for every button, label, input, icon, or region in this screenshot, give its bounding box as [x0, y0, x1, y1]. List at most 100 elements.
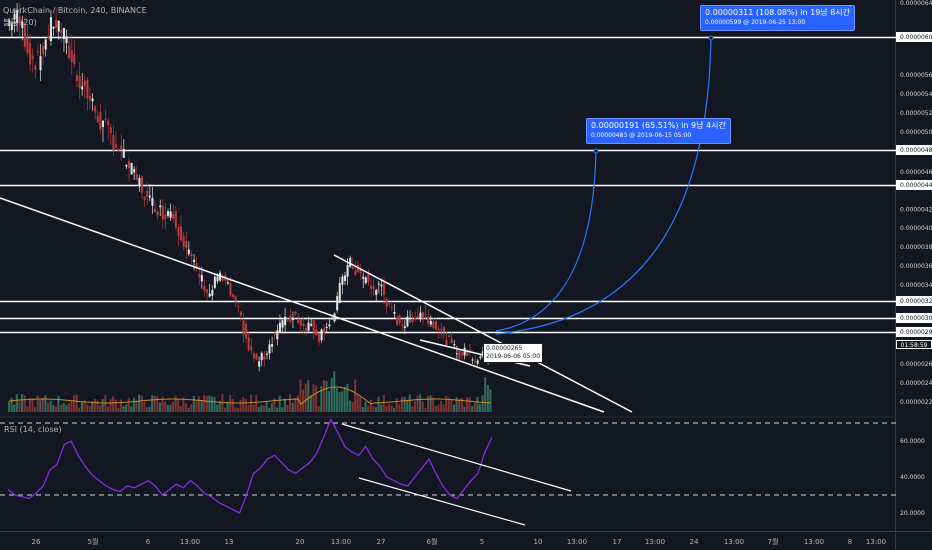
time-tick-14: 24	[690, 538, 699, 546]
rsi-indicator-label: RSI (14, close)	[4, 425, 62, 434]
trendline-wedge-upper[interactable]	[333, 254, 633, 413]
volume-bar	[174, 395, 177, 412]
candle-body	[153, 208, 157, 213]
candle-body	[474, 360, 477, 362]
time-tick-6: 13:00	[331, 538, 351, 546]
price-tick-6: 0.00000483	[900, 147, 932, 154]
volume-bar	[226, 401, 229, 412]
volume-bar	[276, 407, 279, 412]
callout-target-483[interactable]: 0.00000191 (65.51%) in 9냠 4시간 0.00000483…	[586, 118, 731, 144]
volume-bar	[250, 394, 253, 412]
candle-body	[411, 319, 414, 323]
volume-bar	[338, 392, 341, 412]
time-tick-3: 13:00	[180, 538, 200, 546]
projection-arc-602[interactable]	[495, 36, 712, 335]
candle-body	[13, 13, 16, 19]
volume-bar	[190, 404, 193, 412]
candle-body	[406, 316, 409, 327]
candle-body	[161, 205, 164, 220]
candle-body	[70, 50, 73, 63]
rsi-trendline-upper[interactable]	[341, 423, 572, 492]
volume-bar	[263, 405, 266, 412]
candle-body	[403, 326, 406, 329]
time-tick-10: 10	[534, 538, 543, 546]
time-tick-15: 13:00	[724, 538, 744, 546]
volume-bar	[31, 398, 34, 412]
candle-body	[57, 20, 60, 32]
candle-body	[388, 303, 391, 305]
time-tick-5: 20	[296, 538, 305, 546]
volume-bar	[213, 397, 216, 412]
volume-bar	[252, 404, 255, 412]
callout-483-change: 0.00000191 (65.51%) in 9냠 4시간	[591, 121, 726, 130]
volume-bar	[18, 401, 21, 412]
volume-bar	[330, 378, 333, 412]
volume-bar	[106, 406, 109, 412]
volume-bar	[354, 379, 357, 412]
candle-body	[263, 356, 266, 360]
time-tick-2: 6	[146, 538, 151, 546]
candle-body	[39, 56, 42, 71]
candle-body	[65, 36, 68, 44]
candle-body	[18, 16, 21, 26]
volume-bar	[434, 405, 437, 412]
volume-bar	[169, 404, 172, 412]
candle-body	[442, 326, 445, 332]
candle-body	[320, 329, 323, 341]
volume-bar	[52, 404, 55, 412]
candle-body	[341, 276, 344, 285]
volume-bar	[244, 399, 247, 412]
candle-body	[401, 324, 404, 326]
candle-body	[346, 264, 349, 277]
candle-body	[26, 37, 29, 54]
candle-body	[458, 350, 461, 359]
current-price-time: 2019-06-06 05:00	[486, 353, 541, 360]
time-tick-19: 13:00	[866, 538, 886, 546]
volume-bar	[481, 395, 484, 412]
volume-bar	[317, 406, 320, 412]
volume-bar	[86, 404, 89, 412]
volume-bar	[309, 395, 312, 412]
volume-bar	[205, 396, 208, 412]
time-tick-11: 13:00	[567, 538, 587, 546]
candle-body	[351, 267, 354, 270]
volume-bar	[200, 399, 203, 412]
candle-body	[86, 79, 89, 99]
candle-body	[216, 276, 219, 282]
volume-bar	[268, 407, 271, 412]
volume-bar	[127, 398, 130, 412]
candle-body	[31, 55, 34, 59]
candle-body	[8, 20, 11, 26]
volume-bar	[484, 377, 487, 412]
rsi-trendline-lower[interactable]	[358, 477, 526, 526]
callout-target-602[interactable]: 0.00000311 (108.08%) in 19냠 8시간 0.000005…	[700, 5, 856, 31]
time-tick-0: 26	[32, 538, 41, 546]
candle-body	[367, 274, 370, 282]
volume-bar	[452, 404, 456, 412]
current-price-tag: 0.00000265 2019-06-06 05:00	[483, 343, 544, 363]
volume-bar	[408, 394, 411, 412]
candle-body	[52, 26, 55, 29]
volume-bar	[283, 398, 286, 412]
volume-bar	[239, 399, 242, 412]
volume-bar	[346, 383, 349, 412]
time-tick-18: 8	[848, 538, 852, 546]
candle-body	[60, 30, 63, 34]
projection-arc-483[interactable]	[495, 149, 597, 332]
candle-body	[437, 329, 440, 331]
candle-body	[99, 111, 102, 130]
trendline-long-down[interactable]	[0, 197, 605, 413]
candle-body	[133, 169, 136, 173]
candle-body	[193, 259, 196, 263]
volume-bar	[424, 407, 427, 412]
candle-body	[448, 335, 451, 337]
volume-bar	[312, 384, 315, 412]
volume-bar	[413, 401, 417, 412]
candle-body	[362, 276, 365, 279]
volume-bar	[65, 405, 68, 412]
volume-bar	[112, 396, 115, 412]
candle-body	[333, 313, 336, 322]
